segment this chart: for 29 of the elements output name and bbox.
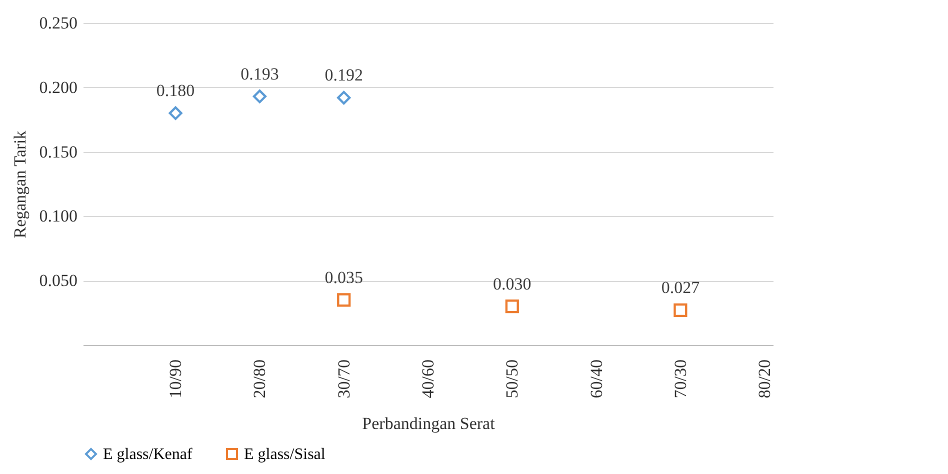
data-label: 0.192: [324, 66, 363, 85]
y-tick-label: 0.250: [39, 14, 78, 32]
y-tick-label: 0.200: [39, 78, 78, 97]
point: [674, 303, 688, 318]
x-axis-title: Perbandingan Serat: [362, 414, 496, 434]
x-tick-label: 40/60: [418, 360, 438, 398]
y-axis-title: Regangan Tarik: [10, 130, 30, 238]
x-tick-label: 80/20: [755, 360, 774, 398]
point: [337, 90, 351, 105]
legend-label: E glass/Sisal: [244, 446, 326, 463]
point: [252, 90, 267, 104]
x-tick-label: 70/30: [670, 360, 690, 398]
data-label: 0.030: [493, 274, 532, 294]
y-tick-label: 0.150: [39, 142, 78, 162]
point: [505, 300, 519, 314]
y-tick-label: 0.050: [39, 271, 78, 290]
data-label: 0.180: [156, 81, 195, 100]
x-tick-label: 30/70: [334, 360, 354, 398]
data-label: 0.035: [324, 268, 363, 287]
point: [337, 293, 351, 307]
x-tick-label: 20/80: [250, 360, 270, 398]
x-tick-label: 60/40: [586, 360, 606, 398]
data-label: 0.193: [240, 64, 279, 84]
x-tick-label: 10/90: [166, 360, 186, 398]
point: [168, 106, 182, 120]
x-tick-label: 50/50: [502, 360, 522, 398]
legend-label: E glass/Kenaf: [103, 446, 193, 463]
y-tick-label: 0.100: [39, 206, 78, 226]
data-label: 0.027: [661, 278, 700, 298]
